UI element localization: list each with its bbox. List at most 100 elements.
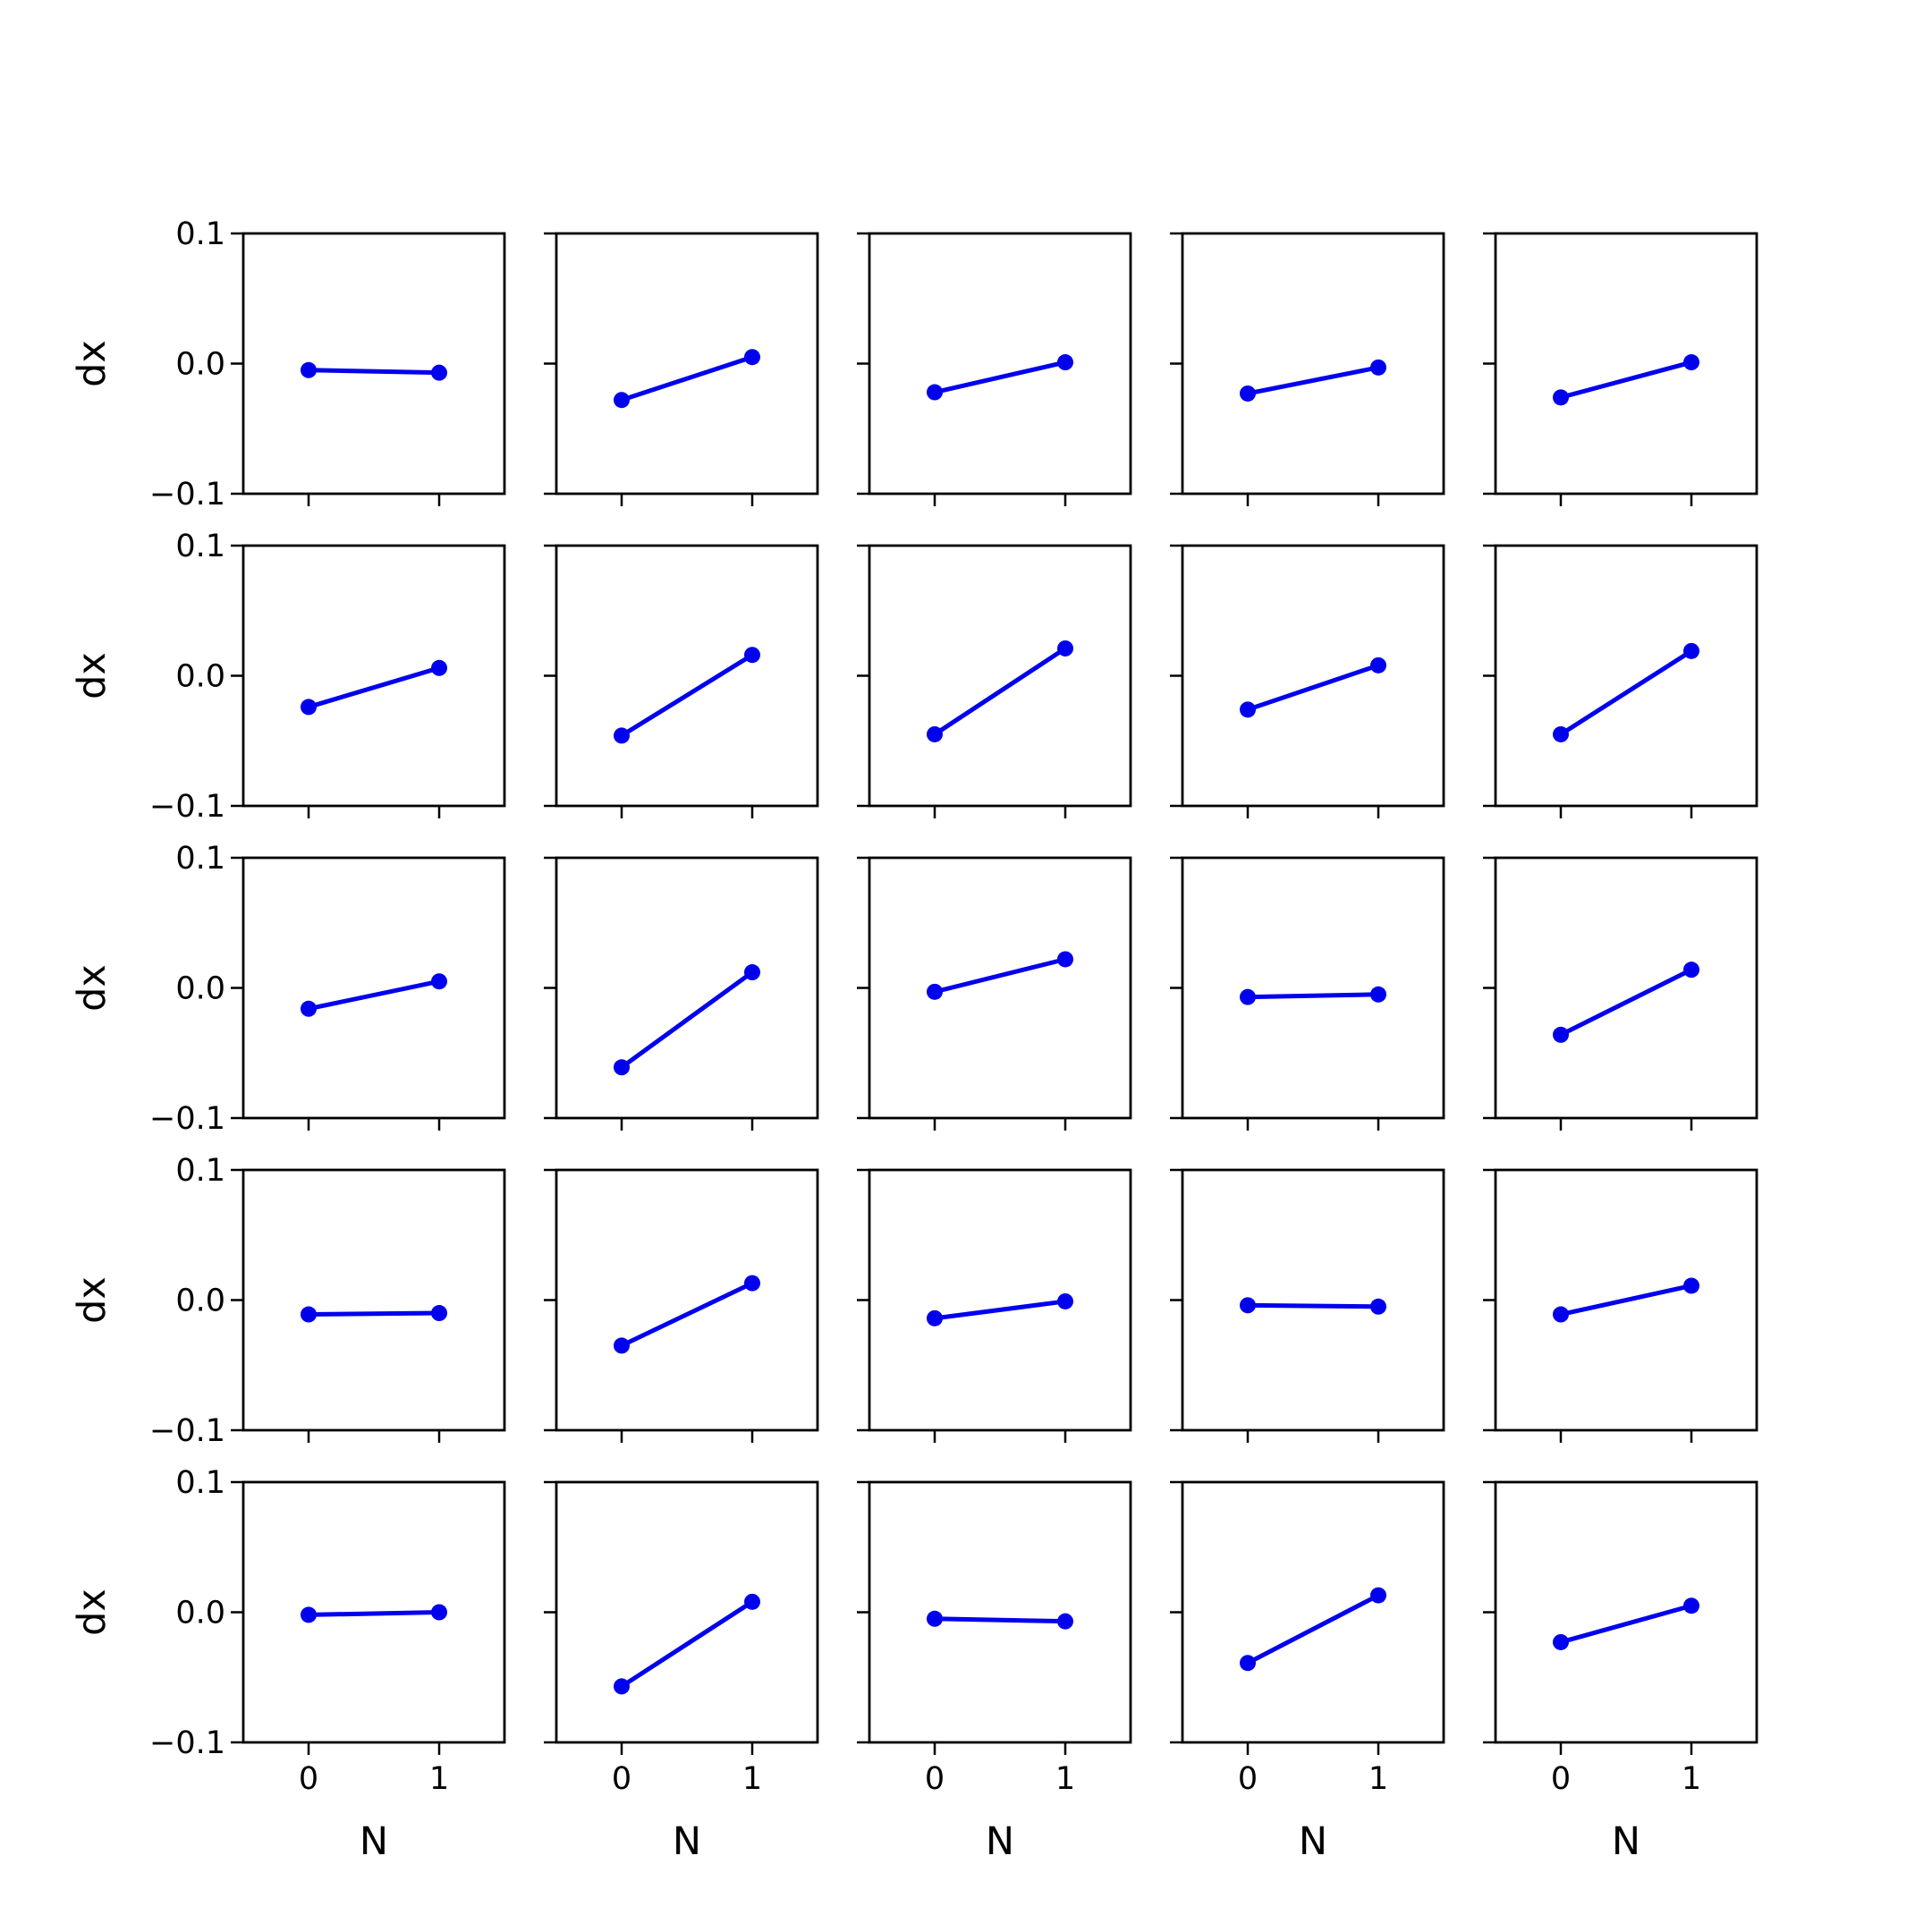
data-point (301, 1606, 317, 1623)
y-axis-label: dx (70, 340, 114, 387)
subplot-r2-c4 (1170, 544, 1445, 818)
data-point (1553, 1633, 1569, 1650)
data-point (1240, 385, 1256, 402)
data-point (1553, 725, 1569, 742)
series-line (620, 970, 754, 1070)
subplot-r1-c3 (857, 232, 1132, 506)
series-line (1247, 1302, 1379, 1309)
axes-frame (1181, 1168, 1445, 1432)
series-line (1247, 365, 1379, 396)
y-tick-label: 0.0 (175, 347, 225, 383)
data-point (614, 727, 630, 744)
subplot-r1-c2 (544, 232, 819, 506)
data-point (744, 1275, 760, 1292)
x-tick-label: 1 (1055, 1761, 1075, 1797)
subplot-r4-c2 (544, 1168, 819, 1443)
data-point (431, 364, 447, 381)
y-axis-label: dx (70, 1276, 114, 1324)
series-line (621, 354, 753, 402)
series-line (934, 1616, 1066, 1624)
series-line (1560, 1284, 1692, 1317)
series-line (308, 1310, 440, 1318)
y-tick-label: 0.0 (175, 1284, 225, 1319)
data-point (1683, 1277, 1699, 1294)
axes-frame (555, 544, 819, 808)
series-line (620, 1281, 754, 1348)
x-axis-label: N (360, 1819, 388, 1864)
y-tick-label: 0.0 (175, 971, 225, 1007)
subplot-r4-c4 (1170, 1168, 1445, 1443)
data-point (1370, 359, 1386, 376)
data-point (1370, 1298, 1386, 1315)
data-point (1370, 657, 1386, 674)
data-point (1057, 1613, 1073, 1630)
subplot-r1-c4 (1170, 232, 1445, 506)
subplot-r2-c2 (544, 544, 819, 818)
data-point (1057, 640, 1073, 657)
y-tick-label: 0.0 (175, 1596, 225, 1631)
axes-frame (555, 1480, 819, 1744)
data-point (431, 1604, 447, 1621)
axes-frame (868, 1480, 1132, 1744)
x-axis-label: N (1299, 1819, 1327, 1864)
axes-frame (868, 1168, 1132, 1432)
data-point (301, 1000, 317, 1017)
y-axis-label: dx (70, 964, 114, 1012)
data-point (301, 361, 317, 378)
subplot-r5-c3: 0 1 N (857, 1480, 1132, 1864)
subplot-r5-c4: 0 1 N (1170, 1480, 1445, 1864)
data-point (1683, 962, 1699, 979)
series-line (1560, 360, 1692, 400)
y-tick-label: −0.1 (149, 1101, 225, 1137)
x-tick-label: 0 (1551, 1761, 1571, 1797)
axes-frame (242, 1168, 506, 1432)
axes-frame (1181, 544, 1445, 808)
data-point (431, 1305, 447, 1322)
data-point (744, 1593, 760, 1610)
data-point (431, 659, 447, 676)
x-tick-label: 0 (299, 1761, 318, 1797)
series-line (620, 1599, 754, 1689)
subplot-r5-c5: 0 1 N (1483, 1480, 1758, 1864)
axes-frame (242, 544, 506, 808)
axes-frame (1181, 856, 1445, 1120)
data-point (1240, 1297, 1256, 1314)
data-point (1683, 354, 1699, 371)
y-tick-label: 0.1 (175, 529, 225, 564)
axes-frame (1494, 544, 1758, 808)
subplot-r3-c5 (1483, 856, 1758, 1131)
axes-frame (555, 856, 819, 1120)
data-point (1240, 1655, 1256, 1672)
series-line (1246, 1593, 1380, 1665)
series-line (1560, 1603, 1692, 1645)
x-tick-label: 1 (429, 1761, 449, 1797)
axes-frame (1494, 1480, 1758, 1744)
subplot-grid: −0.10.00.1dx−0.10.00.1dx−0.10.00.1dx−0.1… (70, 216, 1758, 1864)
data-point (614, 1059, 630, 1076)
subplot-r4-c1: −0.1 0.0 0.1 dx (70, 1153, 506, 1449)
data-point (1057, 951, 1073, 968)
data-point (1683, 642, 1699, 659)
subplot-r1-c5 (1483, 232, 1758, 506)
subplot-r1-c1: −0.1 0.0 0.1 dx (70, 216, 506, 513)
data-point (1057, 1292, 1073, 1309)
axes-frame (868, 544, 1132, 808)
data-point (744, 964, 760, 981)
axes-frame (555, 232, 819, 496)
subplot-r2-c5 (1483, 544, 1758, 818)
data-point (431, 973, 447, 990)
y-axis-label: dx (70, 652, 114, 699)
subplot-r2-c3 (857, 544, 1132, 818)
data-point (1553, 1026, 1569, 1043)
subplot-r5-c2: 0 1 N (544, 1480, 819, 1864)
x-tick-label: 0 (612, 1761, 631, 1797)
axes-frame (1494, 232, 1758, 496)
x-axis-label: N (986, 1819, 1014, 1864)
data-point (301, 1306, 317, 1323)
series-line (1559, 648, 1693, 737)
axes-frame (242, 232, 506, 496)
axes-frame (1494, 856, 1758, 1120)
x-tick-label: 1 (1368, 1761, 1388, 1797)
y-tick-label: 0.1 (175, 216, 225, 252)
